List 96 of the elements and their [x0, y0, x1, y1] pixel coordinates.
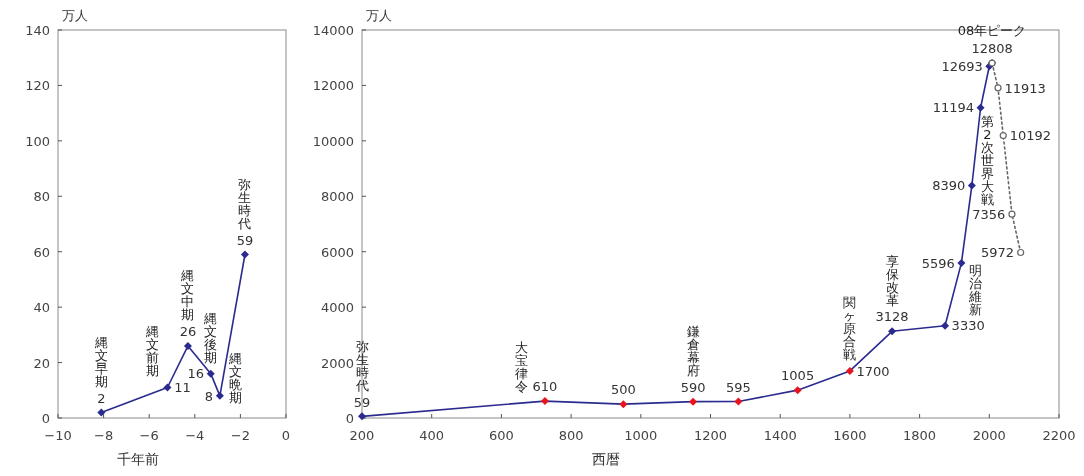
point	[540, 397, 549, 406]
x-tick-label: −10	[44, 428, 72, 443]
point	[888, 327, 897, 336]
point	[183, 341, 192, 350]
x-axis-title: 千年前	[116, 451, 159, 467]
x-tick-label: 400	[419, 428, 445, 443]
data-label: 8390	[932, 178, 966, 194]
x-axis-title: 西暦	[591, 451, 620, 467]
y-tick-label: 0	[41, 411, 50, 426]
x-tick-label: 600	[488, 428, 514, 443]
data-label: 590	[680, 379, 706, 395]
point	[994, 84, 1002, 92]
point	[163, 383, 172, 392]
annotation: 縄文前期	[144, 324, 159, 379]
data-label: 10192	[1009, 128, 1052, 144]
point	[793, 386, 802, 395]
y-tick-label: 8000	[320, 189, 354, 205]
x-tick-label: 2000	[972, 428, 1006, 443]
point	[215, 391, 224, 400]
data-label: 2	[97, 390, 106, 406]
data-label: 11913	[1004, 80, 1046, 96]
annotation: 大宝律令	[515, 339, 529, 394]
x-tick-label: 800	[558, 428, 584, 443]
data-label: 16	[187, 366, 204, 382]
point	[845, 366, 854, 375]
data-label: 59	[236, 232, 254, 248]
point	[1017, 248, 1025, 257]
annotation: 縄文早期	[93, 334, 108, 389]
x-tick-label: −4	[185, 428, 205, 443]
annotation: 弥生時代	[237, 176, 252, 231]
data-label: 11194	[932, 100, 975, 116]
data-label: 8	[204, 388, 213, 404]
x-tick-label: 1200	[693, 428, 728, 443]
x-tick-label: 2200	[1042, 428, 1076, 443]
data-label: 5972	[981, 245, 1015, 261]
y-tick-label: 6000	[320, 244, 354, 260]
annotation: 明治維新	[967, 262, 982, 317]
x-tick-label: 1000	[624, 428, 658, 443]
y-axis-title: 万人	[62, 8, 88, 23]
point	[206, 369, 215, 378]
y-tick-label: 60	[33, 244, 50, 260]
annotation: 弥生時代	[354, 338, 369, 393]
data-label: 1700	[856, 363, 890, 379]
y-tick-label: 14000	[312, 23, 354, 38]
y-tick-label: 2000	[320, 355, 354, 371]
x-tick-label: −6	[139, 428, 159, 443]
point	[734, 397, 743, 406]
x-tick-label: −2	[230, 428, 250, 443]
annotation: 関ヶ原合戦	[843, 294, 857, 362]
y-tick-label: 0	[345, 411, 354, 426]
data-label: 12808	[971, 41, 1013, 57]
point	[976, 103, 985, 112]
x-tick-label: 1600	[833, 428, 867, 443]
y-tick-label: 40	[33, 300, 50, 316]
y-tick-label: 100	[25, 133, 50, 149]
point	[1008, 210, 1016, 218]
data-label: 610	[532, 379, 558, 395]
point	[689, 397, 698, 406]
data-label: 26	[179, 324, 197, 340]
data-label: 7356	[972, 206, 1006, 222]
data-label: 500	[610, 382, 636, 398]
y-tick-label: 10000	[312, 133, 354, 149]
data-label: 595	[725, 379, 751, 395]
y-axis-title: 万人	[366, 8, 392, 23]
point	[957, 258, 966, 267]
annotation: 享保改革	[885, 253, 899, 308]
annotation: 縄文後期	[203, 310, 218, 365]
x-tick-label: 200	[349, 428, 375, 443]
y-tick-label: 80	[33, 189, 50, 205]
x-tick-label: 0	[281, 428, 291, 443]
annotation: 縄文中期	[180, 268, 195, 323]
x-tick-label: 1800	[903, 428, 937, 443]
data-label: 1005	[781, 368, 815, 384]
point	[999, 131, 1007, 140]
annotation: 08年ピーク	[957, 23, 1027, 39]
point	[941, 321, 950, 330]
x-tick-label: 1400	[763, 428, 797, 443]
data-label: 11	[174, 380, 191, 396]
point	[967, 181, 976, 190]
annotation: 縄文晩期	[227, 351, 242, 406]
data-label: 3330	[951, 318, 985, 334]
data-label: 3128	[875, 309, 909, 325]
point	[97, 408, 106, 417]
y-tick-label: 120	[25, 78, 50, 94]
y-tick-label: 12000	[312, 78, 354, 94]
annotation: 第2次世界大戦	[980, 113, 994, 207]
y-tick-label: 4000	[320, 300, 354, 316]
annotation: 鎌倉幕府	[686, 324, 700, 379]
point	[240, 250, 249, 259]
data-label: 59	[353, 394, 371, 410]
y-tick-label: 20	[33, 355, 50, 371]
point	[619, 400, 628, 409]
x-tick-label: −8	[94, 428, 114, 443]
y-tick-label: 140	[25, 23, 50, 38]
data-label: 5596	[921, 255, 955, 271]
data-label: 12693	[941, 58, 983, 74]
